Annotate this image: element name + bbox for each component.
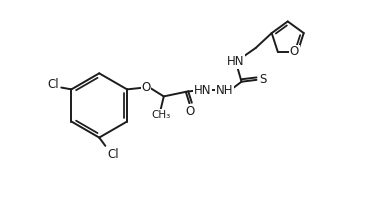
Text: Cl: Cl xyxy=(107,148,119,161)
Text: CH₃: CH₃ xyxy=(151,110,170,120)
Text: O: O xyxy=(185,105,194,118)
Text: NH: NH xyxy=(216,84,233,97)
Text: O: O xyxy=(141,81,150,94)
Text: HN: HN xyxy=(227,55,244,68)
Text: HN: HN xyxy=(194,84,211,97)
Text: O: O xyxy=(290,45,299,58)
Text: Cl: Cl xyxy=(47,78,59,91)
Text: S: S xyxy=(259,73,266,86)
